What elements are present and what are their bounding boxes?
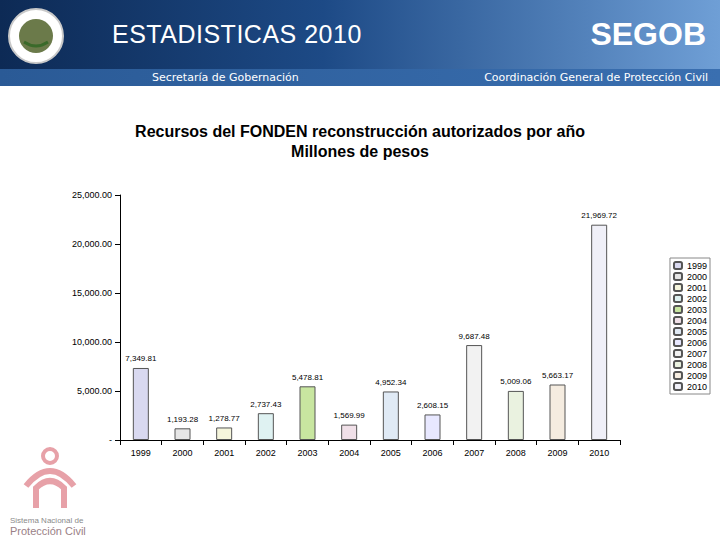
svg-text:4,952.34: 4,952.34: [375, 378, 407, 387]
svg-text:5,009.06: 5,009.06: [500, 377, 532, 386]
svg-text:15,000.00: 15,000.00: [72, 288, 112, 298]
svg-text:2005: 2005: [381, 448, 401, 458]
svg-text:2,737.43: 2,737.43: [250, 400, 282, 409]
svg-text:2006: 2006: [422, 448, 442, 458]
svg-text:25,000.00: 25,000.00: [72, 190, 112, 200]
svg-text:7,349.81: 7,349.81: [125, 354, 157, 363]
svg-text:21,969.72: 21,969.72: [581, 211, 617, 220]
svg-text:5,663.17: 5,663.17: [542, 371, 574, 380]
svg-text:2010: 2010: [589, 448, 609, 458]
svg-text:1999: 1999: [687, 261, 707, 271]
html-text:Protección Civil: Protección Civil: [10, 525, 86, 537]
html-text:SEGOB: SEGOB: [590, 16, 706, 52]
svg-text:2008: 2008: [687, 360, 707, 370]
svg-text:2002: 2002: [687, 294, 707, 304]
svg-text:2000: 2000: [172, 448, 192, 458]
html-text:Secretaría de Gobernación: Secretaría de Gobernación: [152, 71, 299, 84]
svg-text:2,608.15: 2,608.15: [417, 401, 449, 410]
svg-text:1,569.99: 1,569.99: [334, 411, 366, 420]
svg-text:20,000.00: 20,000.00: [72, 239, 112, 249]
svg-text:-: -: [109, 435, 112, 445]
svg-text:1,278.77: 1,278.77: [209, 414, 241, 423]
svg-text:2005: 2005: [687, 327, 707, 337]
svg-text:9,687.48: 9,687.48: [459, 332, 491, 341]
svg-text:2002: 2002: [256, 448, 276, 458]
svg-text:5,478.81: 5,478.81: [292, 373, 324, 382]
svg-text:2001: 2001: [214, 448, 234, 458]
html-text:Coordinación General de Protec: Coordinación General de Protección Civil: [484, 71, 708, 84]
svg-text:2004: 2004: [339, 448, 359, 458]
svg-text:5,000.00: 5,000.00: [77, 386, 112, 396]
svg-text:2001: 2001: [687, 283, 707, 293]
svg-text:2008: 2008: [506, 448, 526, 458]
svg-text:2004: 2004: [687, 316, 707, 326]
svg-text:2000: 2000: [687, 272, 707, 282]
svg-text:10,000.00: 10,000.00: [72, 337, 112, 347]
html-text:Sistema Nacional de: Sistema Nacional de: [10, 516, 84, 525]
svg-text:2003: 2003: [297, 448, 317, 458]
svg-text:2010: 2010: [687, 382, 707, 392]
svg-text:2009: 2009: [687, 371, 707, 381]
svg-text:2003: 2003: [687, 305, 707, 315]
svg-text:2007: 2007: [464, 448, 484, 458]
svg-text:Millones de pesos: Millones de pesos: [291, 143, 429, 160]
svg-text:Recursos del FONDEN reconstruc: Recursos del FONDEN reconstrucción autor…: [135, 123, 585, 140]
svg-text:1999: 1999: [131, 448, 151, 458]
svg-text:2009: 2009: [547, 448, 567, 458]
html-text:ESTADISTICAS 2010: ESTADISTICAS 2010: [112, 20, 362, 48]
svg-text:2006: 2006: [687, 338, 707, 348]
svg-text:2007: 2007: [687, 349, 707, 359]
svg-text:1,193.28: 1,193.28: [167, 415, 199, 424]
